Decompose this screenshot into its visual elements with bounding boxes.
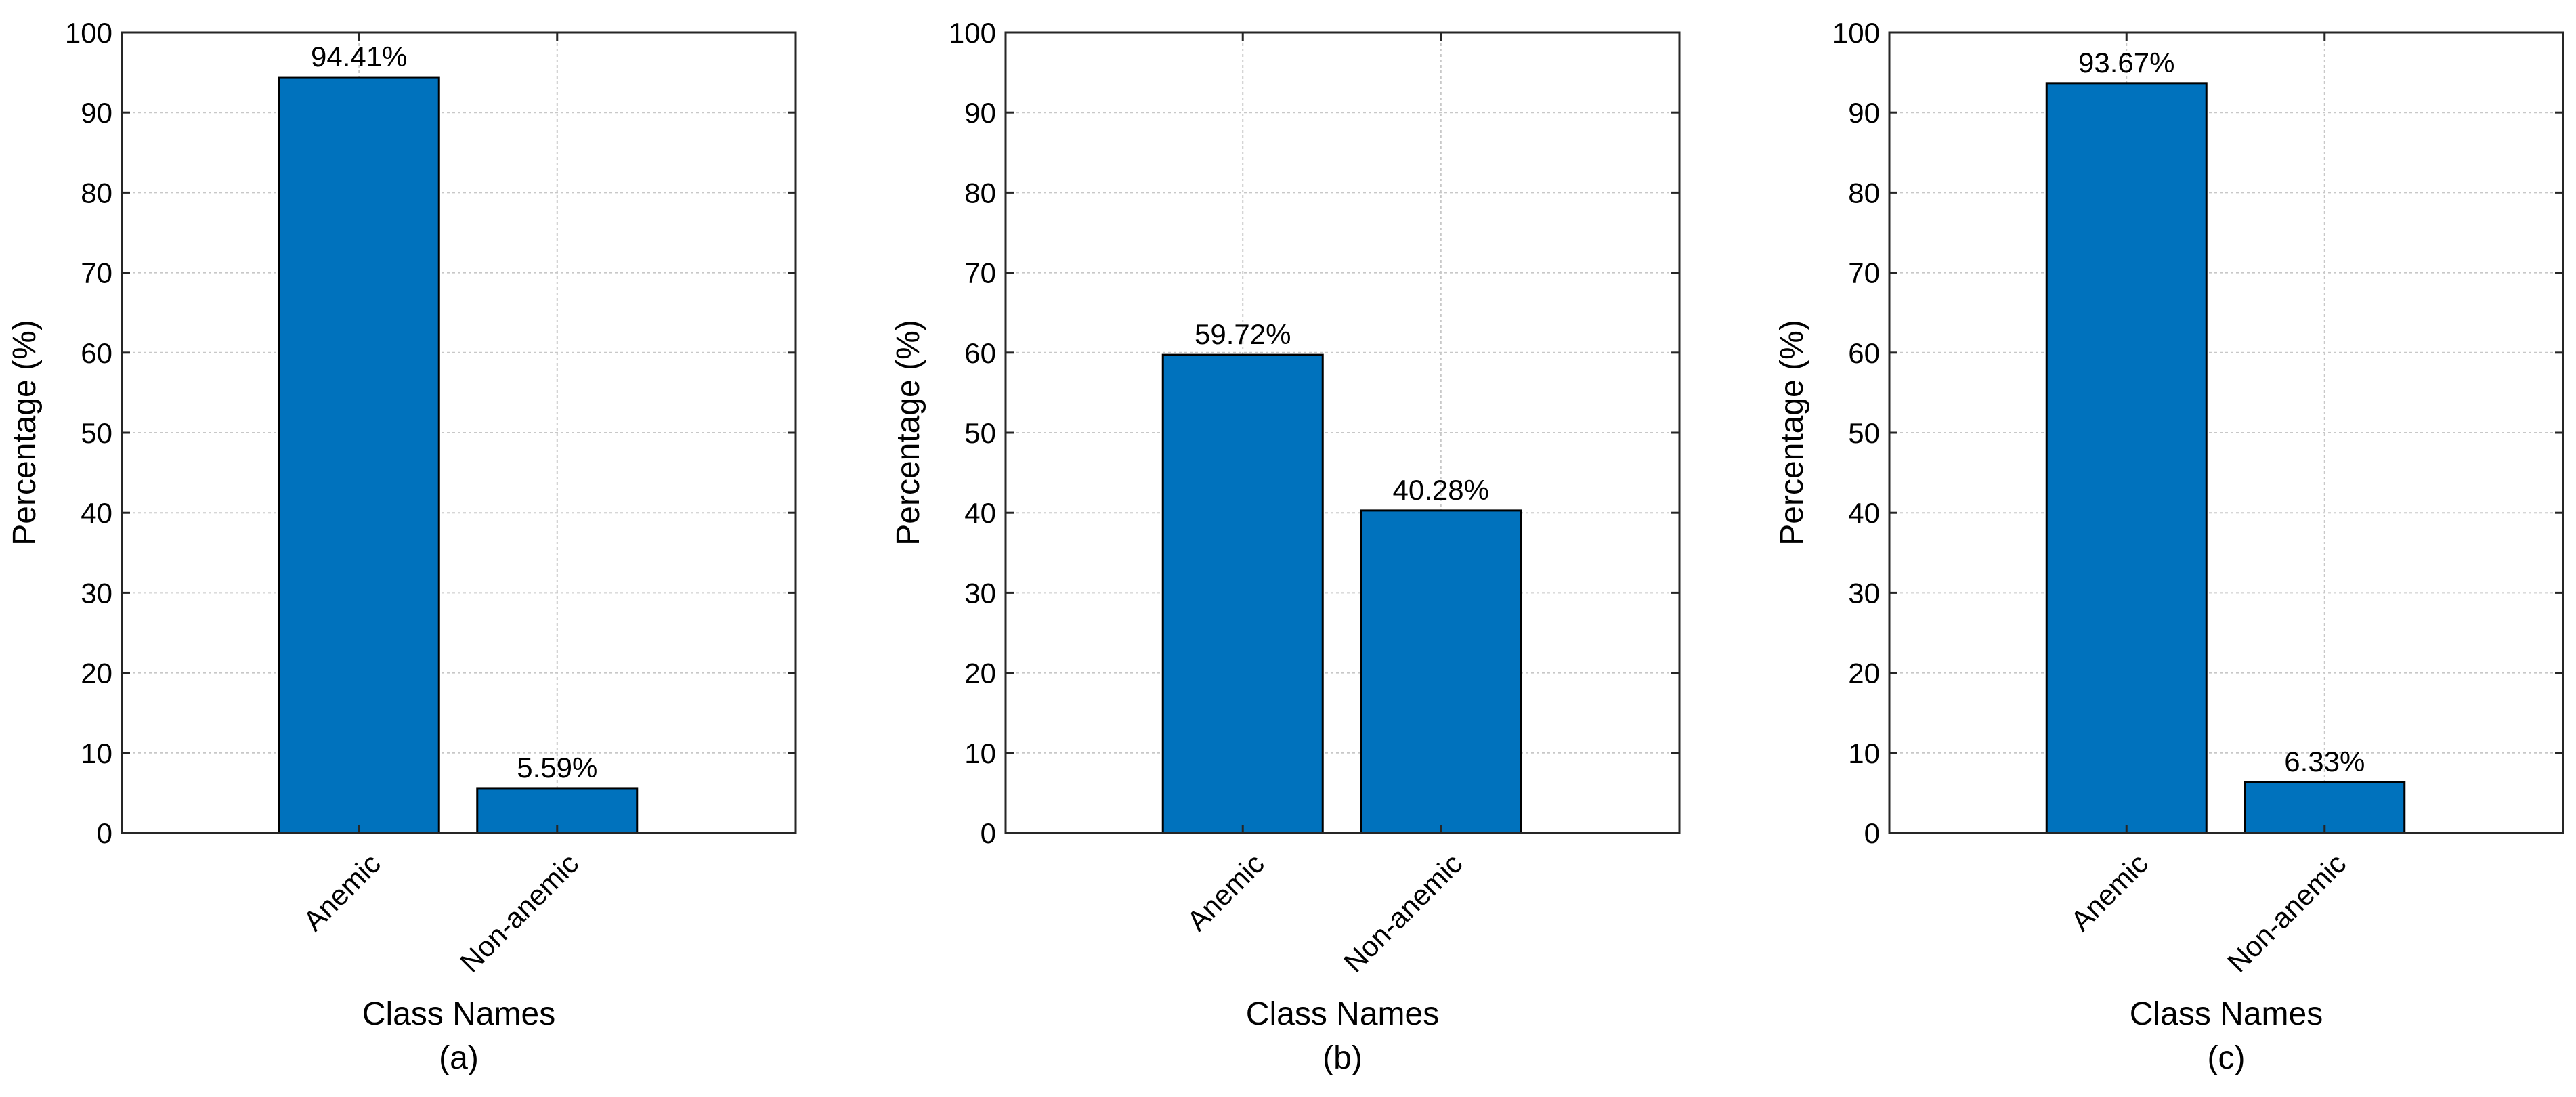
panel-2-data-label-anemic: 93.67% (2078, 47, 2174, 79)
panel-0-group: 0 10 20 30 40 50 60 70 80 90 100 Anemic Non-anemic 94… (7, 17, 797, 1076)
panel-1-category-label-anemic: Anemic (1181, 847, 1270, 937)
panel-0-ytick-label-2: 20 (81, 658, 112, 689)
panel-2-ytick-label-8: 80 (1848, 177, 1880, 209)
panel-0-ytick-label-4: 40 (81, 497, 112, 529)
panel-1-ytick-label-1: 10 (964, 737, 996, 769)
panel-1-category-label-non-anemic: Non-anemic (1337, 847, 1468, 978)
panel-1-ytick-label-0: 0 (981, 817, 996, 849)
panel-1-ytick-label-2: 20 (964, 658, 996, 689)
panel-0-ytick-label-0: 0 (97, 817, 112, 849)
panel-1-panel-label: (b) (1323, 1040, 1362, 1076)
panel-1-bar-non-anemic (1360, 509, 1522, 834)
panel-2-category-label-anemic: Anemic (2065, 847, 2154, 937)
panel-0-ytick-label-1: 10 (81, 737, 112, 769)
panel-0-x-axis-label: Class Names (362, 996, 555, 1032)
panel-2-data-label-non-anemic: 6.33% (2284, 746, 2365, 777)
panel-2-ytick-label-4: 40 (1848, 497, 1880, 529)
panel-1-ytick-label-3: 30 (964, 577, 996, 609)
panel-2-bar-anemic (2045, 82, 2208, 834)
panel-1-ytick-label-6: 60 (964, 337, 996, 369)
panel-1-ytick-label-4: 40 (964, 497, 996, 529)
panel-2-ytick-label-7: 70 (1848, 257, 1880, 289)
panel-1-y-axis-label: Percentage (%) (890, 320, 926, 546)
panel-1-ytick-label-5: 50 (964, 417, 996, 449)
panel-1-bar-anemic (1161, 353, 1324, 834)
panel-2-group: 0 10 20 30 40 50 60 70 80 90 100 Anemic Non-anemic 93… (1774, 17, 2564, 1076)
panel-2-ytick-label-3: 30 (1848, 577, 1880, 609)
panel-0-category-label-non-anemic: Non-anemic (454, 847, 584, 978)
panel-0-ytick-label-9: 90 (81, 97, 112, 129)
panel-2-ytick-label-9: 90 (1848, 97, 1880, 129)
panel-1-data-label-non-anemic: 40.28% (1393, 474, 1489, 506)
panel-1-ytick-label-7: 70 (964, 257, 996, 289)
panel-2-ytick-label-5: 50 (1848, 417, 1880, 449)
panel-1-data-label-anemic: 59.72% (1195, 318, 1291, 350)
panel-1-ytick-label-9: 90 (964, 97, 996, 129)
panel-1-ytick-label-8: 80 (964, 177, 996, 209)
panel-0-bar-anemic (278, 76, 440, 834)
panel-0-ytick-label-8: 80 (81, 177, 112, 209)
panel-2-category-label-non-anemic: Non-anemic (2221, 847, 2352, 978)
panel-2-panel-label: (c) (2208, 1040, 2246, 1076)
panel-0-ytick-label-3: 30 (81, 577, 112, 609)
panel-1-x-axis-label: Class Names (1246, 996, 1439, 1032)
panel-0-category-label-anemic: Anemic (297, 847, 387, 937)
panel-2-ytick-label-10: 100 (1832, 17, 1880, 49)
panel-0-ytick-label-10: 100 (65, 17, 112, 49)
panel-0-y-axis-label: Percentage (%) (7, 320, 43, 546)
panel-0-ytick-label-7: 70 (81, 257, 112, 289)
panel-2-ytick-label-2: 20 (1848, 658, 1880, 689)
panel-0-ytick-label-5: 50 (81, 417, 112, 449)
panel-1-group: 0 10 20 30 40 50 60 70 80 90 100 Anemic Non-anemic 59… (890, 17, 1681, 1076)
panel-2-y-axis-label: Percentage (%) (1774, 320, 1810, 546)
panel-2-ytick-label-6: 60 (1848, 337, 1880, 369)
panel-1-ytick-label-10: 100 (949, 17, 996, 49)
panel-0-data-label-anemic: 94.41% (311, 41, 407, 72)
panel-2-ytick-label-0: 0 (1864, 817, 1880, 849)
panel-0-panel-label: (a) (439, 1040, 479, 1076)
panel-0-ytick-label-6: 60 (81, 337, 112, 369)
panel-2-ytick-label-1: 10 (1848, 737, 1880, 769)
panel-2-x-axis-label: Class Names (2130, 996, 2323, 1032)
panel-0-data-label-non-anemic: 5.59% (517, 752, 597, 783)
panel-2-bar-non-anemic (2244, 781, 2406, 834)
